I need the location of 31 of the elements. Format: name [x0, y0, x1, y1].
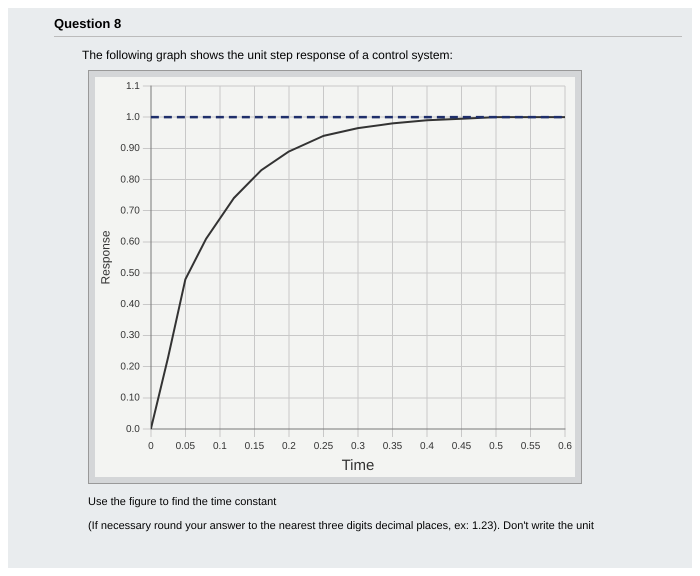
- y-tick-label: 0.0: [126, 424, 140, 435]
- x-tick-label: 0: [148, 440, 154, 452]
- y-tick-label: 0.40: [120, 299, 140, 310]
- y-axis-title: Response: [98, 230, 113, 285]
- y-tick-label: 0.60: [120, 236, 140, 248]
- x-tick-label: 0.55: [520, 440, 541, 452]
- x-tick-label: 0.2: [282, 440, 296, 452]
- x-tick-label: 0.05: [176, 440, 196, 452]
- text: (If necessary round your answer to the nearest three digits decimal places, ex: 1.23). Don't write the unit: [88, 519, 594, 534]
- y-tick-label: 0.10: [120, 392, 140, 404]
- x-tick-label: 0.25: [314, 440, 334, 452]
- y-tick-label: 0.30: [120, 330, 140, 342]
- y-tick-label: 0.80: [120, 174, 140, 186]
- x-tick-label: 0.6: [558, 440, 572, 452]
- y-tick-label: 0.50: [120, 268, 140, 279]
- y-tick-label: 0.90: [120, 143, 140, 154]
- x-tick-label: 0.15: [244, 440, 265, 452]
- x-tick-label: 0.3: [351, 440, 366, 452]
- y-tick-label: 1.0: [126, 112, 140, 123]
- x-tick-label: 0.4: [420, 440, 434, 452]
- y-tick-label: 0.70: [120, 205, 140, 216]
- x-tick-label: 0.1: [212, 440, 228, 452]
- x-axis-title: Time: [342, 457, 374, 474]
- x-tick-label: 0.45: [452, 440, 472, 452]
- y-tick-label: 0.20: [120, 361, 140, 372]
- x-tick-label: 0.5: [489, 440, 504, 452]
- x-tick-label: 0.35: [382, 440, 403, 452]
- text: Use the figure to find the time constant: [88, 495, 278, 510]
- chart-subtitle: The following graph shows the unit step response of a control system:: [82, 48, 453, 62]
- y-tick-label: 1.1: [126, 80, 140, 92]
- chart-title: Question 8: [54, 16, 122, 31]
